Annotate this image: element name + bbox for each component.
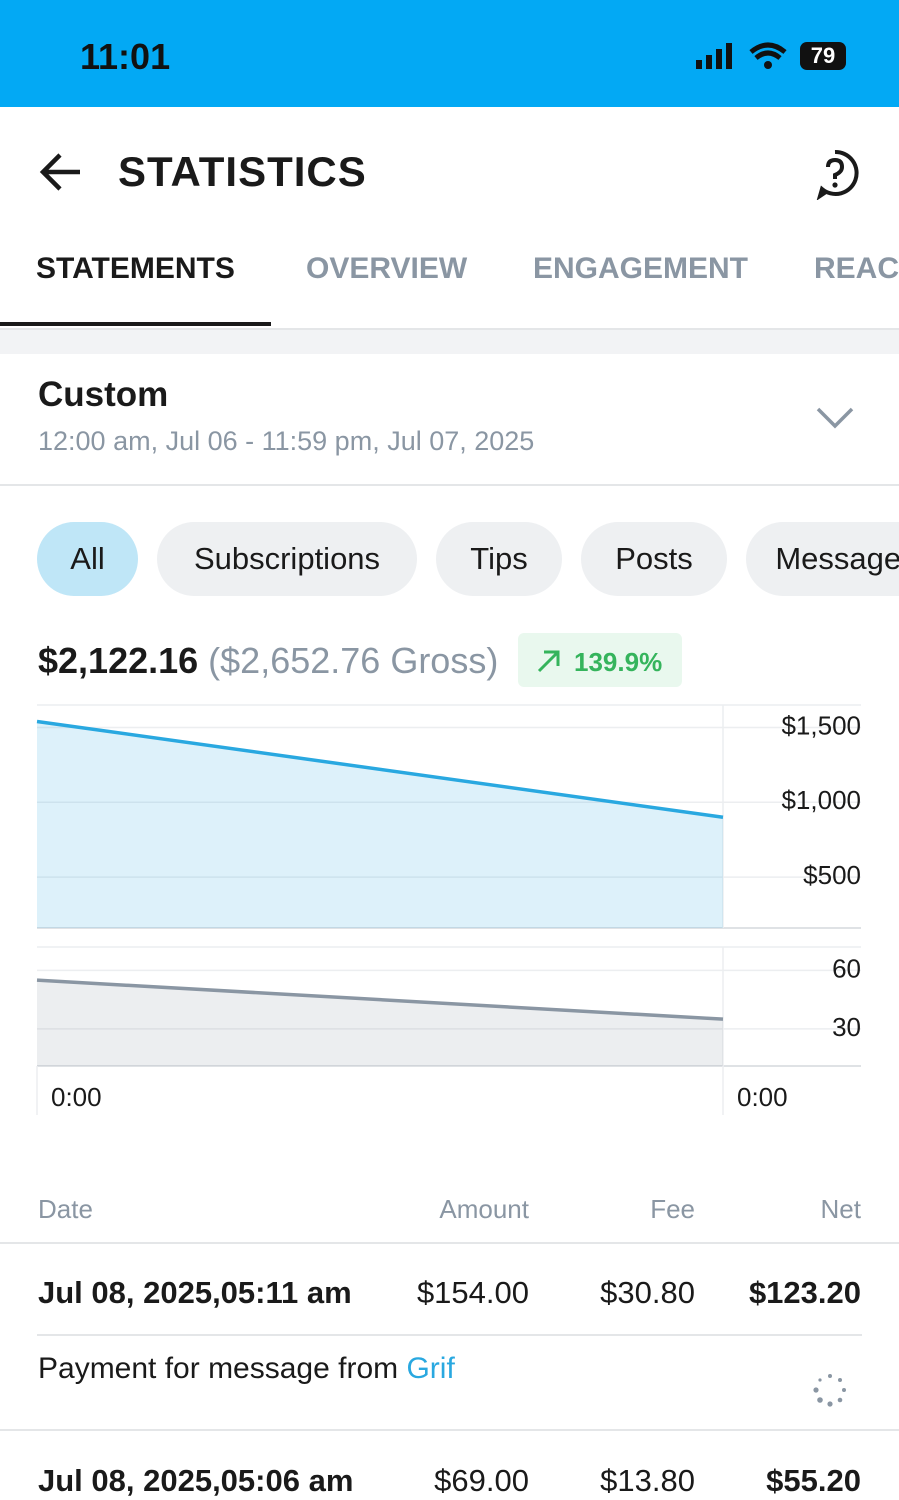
spinner	[813, 1374, 846, 1407]
divider	[0, 1242, 899, 1244]
line	[36, 978, 724, 1021]
y-tick-label: $1,000	[781, 785, 861, 815]
y-tick-label: $500	[803, 860, 861, 890]
divider	[0, 328, 899, 354]
status-bar	[0, 0, 899, 107]
tab[interactable]: STATEMENTS	[36, 252, 235, 285]
column-header: Fee	[650, 1194, 695, 1224]
page-title: STATISTICS	[118, 148, 367, 195]
line	[36, 719, 724, 819]
battery: 79	[800, 42, 846, 70]
gross-total: ($2,652.76 Gross)	[208, 640, 499, 681]
row-net: $123.20	[748, 1275, 861, 1310]
y-tick-label: 30	[832, 1012, 861, 1042]
row-net: $55.20	[766, 1463, 861, 1498]
net-total: $2,122.16	[38, 640, 199, 681]
change-value: 139.9%	[574, 647, 663, 677]
divider	[0, 1429, 899, 1431]
area	[37, 721, 723, 928]
row-date: Jul 08, 2025,05:11 am	[38, 1275, 352, 1310]
back-button[interactable]	[38, 150, 84, 194]
row-description: Payment for message from	[38, 1352, 407, 1385]
filter-pill[interactable]: Subscriptions	[157, 522, 417, 596]
y-tick-label: $1,500	[781, 710, 861, 740]
x-tick-label: 0:00	[51, 1082, 102, 1112]
area	[37, 980, 723, 1066]
filter-pill[interactable]: Messages	[746, 522, 899, 596]
tab-indicator	[0, 322, 271, 326]
row-fee: $13.80	[600, 1463, 695, 1498]
column-header: Amount	[439, 1194, 529, 1224]
divider	[0, 484, 899, 486]
filter-pill[interactable]: Posts	[581, 522, 727, 596]
period-range: 12:00 am, Jul 06 - 11:59 pm, Jul 07, 202…	[38, 426, 535, 456]
column-header: Net	[820, 1194, 861, 1224]
charts: $500 $1,000 $1,500 30 60 0:00 0:00	[36, 704, 861, 1115]
tab[interactable]: REACH	[814, 252, 899, 285]
filter-pill[interactable]: All	[37, 522, 138, 596]
column-header: Date	[38, 1194, 93, 1224]
sender-link[interactable]: Grif	[406, 1352, 455, 1385]
y-tick-label: 60	[832, 953, 861, 983]
signal-wifi	[696, 42, 787, 69]
period-label: Custom	[38, 375, 169, 414]
row-fee: $30.80	[600, 1275, 695, 1310]
row-amount: $154.00	[416, 1275, 529, 1310]
x-tick-label: 0:00	[737, 1082, 788, 1112]
filter-pill[interactable]: Tips	[436, 522, 562, 596]
row-amount: $69.00	[434, 1463, 529, 1498]
change-badge: 139.9%	[518, 633, 682, 687]
help-button[interactable]	[810, 148, 860, 200]
divider	[37, 1334, 862, 1336]
row-date: Jul 08, 2025,05:06 am	[38, 1463, 354, 1498]
tab[interactable]: OVERVIEW	[306, 252, 468, 285]
status-time: 11:01	[80, 36, 171, 77]
dropdown[interactable]	[815, 405, 855, 431]
tab[interactable]: ENGAGEMENT	[533, 252, 749, 285]
